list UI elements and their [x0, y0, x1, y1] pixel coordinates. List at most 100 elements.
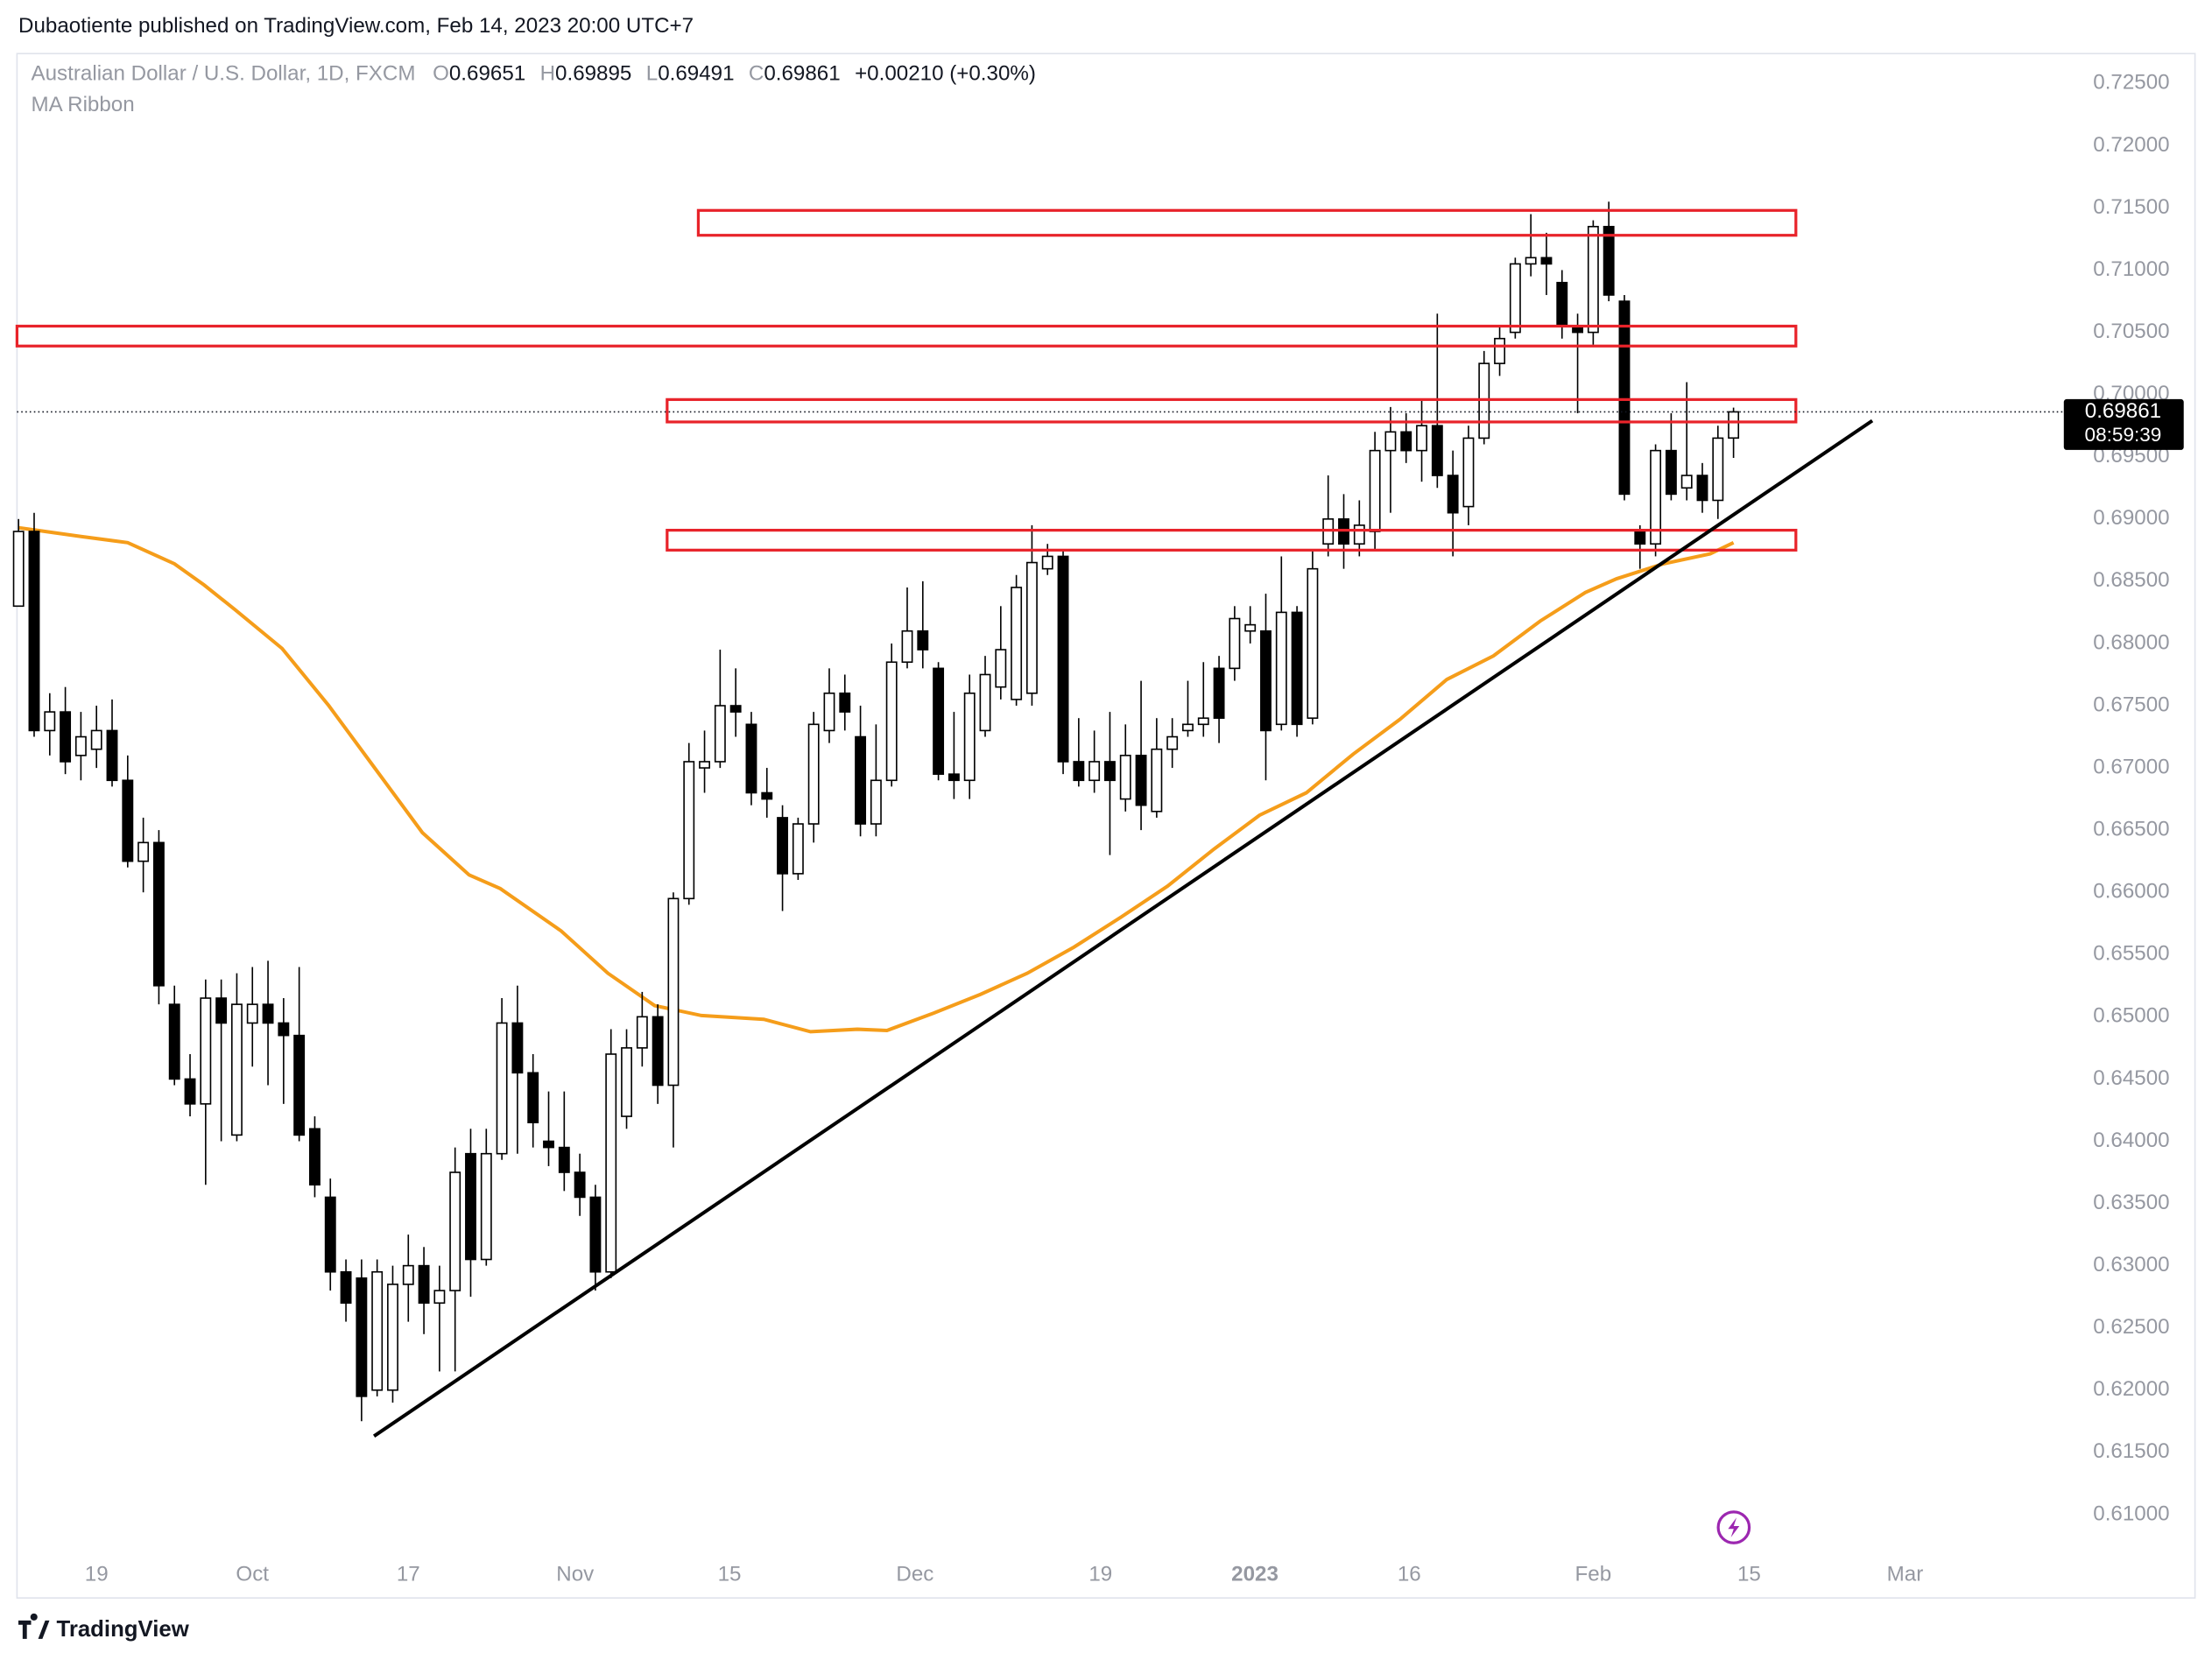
- alert-icon: [1716, 1510, 1751, 1544]
- y-tick-label: 0.63000: [2093, 1253, 2169, 1277]
- candle-body: [200, 997, 212, 1105]
- candle-body: [1213, 667, 1225, 720]
- candle-body: [184, 1078, 196, 1105]
- candle-body: [761, 791, 773, 800]
- candle-body: [605, 1053, 617, 1273]
- x-tick-label: Feb: [1575, 1563, 1612, 1586]
- candle-body: [589, 1196, 602, 1273]
- candle-body: [947, 773, 960, 782]
- candle-body: [885, 661, 898, 782]
- candle-body: [1260, 630, 1272, 732]
- candle-body: [621, 1047, 632, 1117]
- candle-body: [1073, 761, 1085, 782]
- candle-body: [246, 1003, 258, 1024]
- candle-body: [1680, 475, 1693, 489]
- candle-body: [1712, 437, 1724, 502]
- candle-body: [1494, 337, 1505, 364]
- candle-body: [480, 1152, 492, 1261]
- ohlc-value: 0.69651: [449, 62, 525, 86]
- zone: [696, 208, 1798, 237]
- candle-body: [683, 761, 695, 900]
- y-tick-label: 0.64000: [2093, 1129, 2169, 1152]
- ohlc-label: C: [749, 62, 764, 86]
- candle-body: [1728, 411, 1740, 440]
- candle-body: [527, 1072, 539, 1123]
- candle-body: [1119, 755, 1131, 800]
- candles: [12, 201, 1740, 1422]
- candle-body: [324, 1196, 336, 1273]
- candle-body: [1353, 524, 1365, 545]
- symbol: Australian Dollar / U.S. Dollar, 1D, FXC…: [32, 62, 416, 86]
- ohlc-label: H: [540, 62, 555, 86]
- candle-body: [1587, 225, 1599, 334]
- candle-body: [511, 1022, 524, 1074]
- y-tick-label: 0.67000: [2093, 755, 2169, 778]
- candle-body: [1400, 431, 1412, 452]
- candle-body: [1462, 437, 1475, 508]
- candle-body: [340, 1270, 352, 1305]
- candle-body: [1229, 617, 1241, 670]
- candle-body: [1104, 761, 1116, 782]
- candle-body: [215, 997, 228, 1024]
- y-tick-label: 0.70500: [2093, 320, 2169, 343]
- zone: [15, 324, 1798, 348]
- candle-body: [387, 1284, 398, 1391]
- candle-body: [28, 531, 40, 732]
- y-tick-label: 0.64500: [2093, 1066, 2169, 1090]
- candle-body: [1025, 561, 1038, 694]
- candle-body: [137, 841, 150, 862]
- x-tick-label: 16: [1398, 1563, 1421, 1586]
- candle-body: [1307, 567, 1319, 720]
- price-tag-value: 0.69861: [2085, 399, 2161, 423]
- ohlc-value: 0.69895: [555, 62, 631, 86]
- candle-body: [667, 897, 680, 1087]
- x-tick-label: 2023: [1231, 1563, 1279, 1586]
- candle-body: [1244, 623, 1257, 632]
- candle-body: [823, 692, 835, 732]
- candle-body: [1166, 735, 1179, 750]
- candle-body: [293, 1034, 306, 1136]
- candle-body: [917, 630, 929, 651]
- moving-average: [18, 525, 1735, 1034]
- y-tick-label: 0.61000: [2093, 1502, 2169, 1525]
- candle-body: [1447, 475, 1459, 514]
- x-tick-label: Dec: [896, 1563, 933, 1586]
- ohlc-value: 0.69491: [658, 62, 734, 86]
- candle-body: [543, 1140, 554, 1149]
- candle-body: [1197, 717, 1209, 726]
- y-tick-label: 0.65500: [2093, 942, 2169, 966]
- candle-body: [839, 692, 851, 713]
- candle-body: [12, 531, 25, 608]
- candle-body: [1696, 475, 1708, 502]
- candle-body: [1634, 531, 1646, 545]
- candle-body: [699, 761, 710, 769]
- x-tick-label: 19: [85, 1563, 109, 1586]
- y-tick-label: 0.66000: [2093, 880, 2169, 904]
- candle-body: [1525, 257, 1537, 265]
- candle-body: [1275, 611, 1287, 726]
- x-tick-label: 15: [718, 1563, 742, 1586]
- indicator-name: MA Ribbon: [32, 93, 135, 116]
- candle-body: [777, 817, 789, 875]
- candle-body: [356, 1277, 368, 1397]
- candle-body: [1650, 449, 1662, 545]
- candle-body: [1556, 281, 1568, 327]
- candle-body: [168, 1003, 180, 1080]
- candle-body: [1182, 723, 1194, 732]
- y-tick-label: 0.68000: [2093, 630, 2169, 654]
- candle-body: [933, 667, 945, 775]
- candle-body: [1431, 425, 1443, 476]
- candle-body: [418, 1264, 430, 1305]
- candle-body: [262, 1003, 274, 1024]
- y-tick-label: 0.62500: [2093, 1315, 2169, 1339]
- candle-body: [90, 729, 102, 750]
- candle-body: [636, 1016, 648, 1049]
- candle-body: [1011, 587, 1023, 700]
- zone: [666, 528, 1798, 552]
- candle-body: [1291, 611, 1303, 726]
- candle-body: [1540, 257, 1553, 265]
- x-tick-label: 19: [1088, 1563, 1112, 1586]
- x-tick-label: Nov: [556, 1563, 594, 1586]
- candle-body: [1618, 300, 1631, 496]
